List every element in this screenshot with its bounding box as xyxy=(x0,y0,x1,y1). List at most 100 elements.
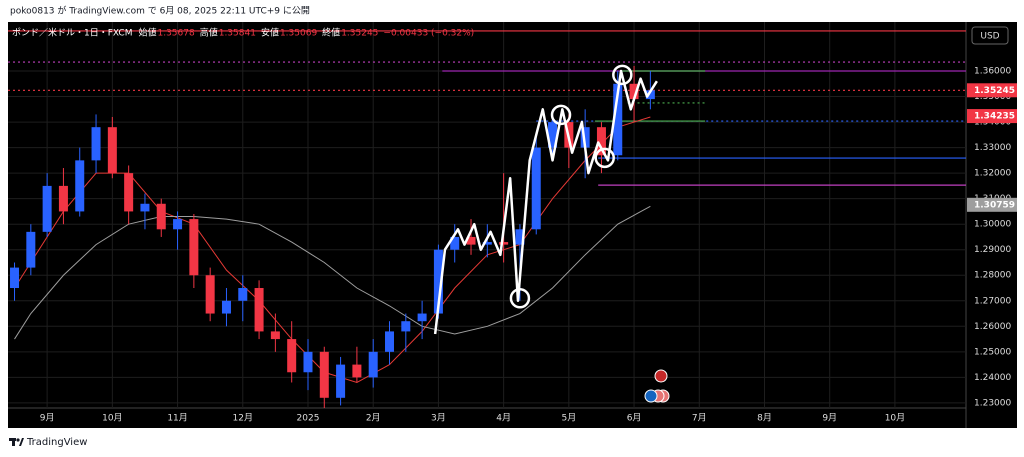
price-badge xyxy=(967,83,1017,98)
currency: USD xyxy=(980,32,999,42)
candle-body xyxy=(10,267,20,289)
candle-body xyxy=(42,185,52,232)
candle-body xyxy=(287,339,297,373)
x-tick-label: 11月 xyxy=(167,413,187,424)
logo xyxy=(9,438,24,446)
legend-value: 1.35841 xyxy=(219,29,256,39)
drawn-circle xyxy=(550,104,572,126)
moving-average xyxy=(14,205,651,340)
legend-value: 1.35245 xyxy=(341,29,378,39)
y-tick-label: 1.25000 xyxy=(974,347,1011,357)
price-badge-label: 1.34235 xyxy=(974,112,1015,122)
x-tick-label: 8月 xyxy=(757,413,772,424)
x-tick-label: 10月 xyxy=(102,413,122,424)
candle-body xyxy=(319,351,329,398)
legend-value: 1.35069 xyxy=(280,29,317,39)
candle-body xyxy=(26,231,36,268)
symbol: ポンド／米ドル・1日・FXCM xyxy=(12,27,132,39)
event-icon xyxy=(644,389,658,403)
candle-body xyxy=(580,127,590,148)
y-tick-label: 1.33000 xyxy=(974,143,1011,153)
candle-body xyxy=(596,127,606,156)
candle-body xyxy=(368,351,378,378)
x-tick-label: 3月 xyxy=(431,413,446,424)
candle-body xyxy=(124,173,134,212)
y-tick-label: 1.28000 xyxy=(974,271,1011,281)
currency-box xyxy=(971,26,1009,45)
x-tick-label: 2月 xyxy=(366,413,381,424)
y-tick-label: 1.29000 xyxy=(974,245,1011,255)
candle-body xyxy=(270,331,280,340)
y-tick-label: 1.23000 xyxy=(974,398,1011,408)
y-tick-label: 1.36000 xyxy=(974,67,1011,77)
x-tick-label: 4月 xyxy=(496,413,511,424)
y-tick-label: 1.32000 xyxy=(974,169,1011,179)
candle-body xyxy=(254,288,264,332)
drawn-line xyxy=(433,69,658,335)
drawn-circle xyxy=(594,147,615,169)
x-tick-label: 9月 xyxy=(822,413,837,424)
y-tick-label: 1.24000 xyxy=(974,373,1011,383)
candle-body xyxy=(515,229,525,245)
candle-body xyxy=(482,242,492,245)
x-tick-label: 6月 xyxy=(627,413,642,424)
candle-body xyxy=(352,364,362,378)
x-tick-label: 2025 xyxy=(297,414,320,424)
candle-body xyxy=(189,219,199,276)
candle-body xyxy=(140,203,150,212)
event-icon xyxy=(654,369,668,383)
x-tick-label: 5月 xyxy=(561,413,576,424)
candle-body xyxy=(499,242,509,245)
legend-label: 安値 xyxy=(261,27,279,39)
candle-body xyxy=(238,288,248,301)
legend-label: 始値 xyxy=(138,27,156,39)
logo-part xyxy=(12,438,15,446)
candle-body xyxy=(107,127,117,174)
candle-body xyxy=(91,127,101,161)
candle-body xyxy=(433,249,443,314)
x-tick-label: 12月 xyxy=(233,413,253,424)
candle-body xyxy=(629,83,639,100)
price-badge-label: 1.30759 xyxy=(974,200,1015,210)
candle-body xyxy=(450,236,460,250)
candle-body xyxy=(58,185,68,212)
x-tick-label: 7月 xyxy=(692,413,707,424)
candle-body xyxy=(173,219,183,230)
logo-part xyxy=(19,438,24,446)
brand: TradingView xyxy=(26,437,87,448)
publisher: poko0813 が TradingView.com で 6月 08, 2025… xyxy=(10,5,310,17)
legend-value: 1.35678 xyxy=(157,29,194,39)
drawn-circle xyxy=(509,287,531,309)
y-tick-label: 1.27000 xyxy=(974,296,1011,306)
candle-body xyxy=(156,203,166,230)
legend-change: −0.00433 (−0.32%) xyxy=(383,29,474,39)
drawn-circle xyxy=(612,64,633,86)
logo-part xyxy=(16,438,20,442)
plot xyxy=(10,64,658,408)
legend-label: 終値 xyxy=(322,27,340,39)
axes: 1.23000 1.24000 1.25000 1.26000 1.27000 1.280… xyxy=(40,67,1017,424)
candle-body xyxy=(385,331,395,352)
levels xyxy=(8,30,966,186)
y-tick-label: 1.30000 xyxy=(974,220,1011,230)
x-tick-label: 10月 xyxy=(885,413,905,424)
candle-body xyxy=(221,300,231,314)
price-badge xyxy=(967,197,1017,212)
candle-body xyxy=(205,275,215,314)
candle-body xyxy=(531,147,541,230)
y-tick-label: 1.26000 xyxy=(974,322,1011,332)
x-tick-label: 9月 xyxy=(40,413,55,424)
candle-body xyxy=(548,122,558,148)
legend: ポンド／米ドル・1日・FXCM 始値 1.35678 高値 1.35841 安値 1.35… xyxy=(12,27,474,39)
price-badge xyxy=(967,109,1017,124)
event-icons xyxy=(644,369,670,403)
candle-body xyxy=(466,236,476,245)
price-badge-label: 1.35245 xyxy=(974,86,1015,96)
candle-body xyxy=(401,321,411,332)
candle-body xyxy=(613,83,623,156)
candle-body xyxy=(336,364,346,398)
candle-body xyxy=(75,160,85,212)
candle-body xyxy=(417,313,427,322)
